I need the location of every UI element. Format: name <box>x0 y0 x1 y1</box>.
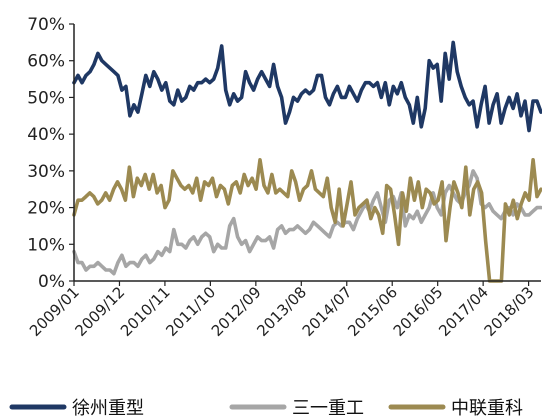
legend-label: 徐州重型 <box>72 398 144 419</box>
legend: 徐州重型 三一重工 中联重科 <box>9 398 523 419</box>
y-tick-label: 0% <box>38 272 65 292</box>
y-tick-label: 60% <box>27 52 65 72</box>
y-tick-label: 40% <box>27 125 65 145</box>
y-tick-label: 70% <box>27 15 65 35</box>
legend-label: 中联重科 <box>451 398 523 419</box>
x-tick-label: 2018/03 <box>481 283 538 340</box>
series-line-3 <box>72 158 542 283</box>
axes-layer <box>69 23 541 286</box>
legend-label: 三一重工 <box>292 398 364 419</box>
y-tick-labels: 0% 10% 20% 30% 40% 50% 60% 70% <box>27 15 65 292</box>
y-tick-label: 30% <box>27 162 65 182</box>
y-tick-label: 20% <box>27 199 65 219</box>
series-line-1 <box>72 40 542 133</box>
y-tick-label: 10% <box>27 235 65 255</box>
x-tick-labels: 2009/012009/122010/112011/102012/092013/… <box>26 283 537 340</box>
y-tick-label: 50% <box>27 88 65 108</box>
series-layer <box>72 40 542 283</box>
